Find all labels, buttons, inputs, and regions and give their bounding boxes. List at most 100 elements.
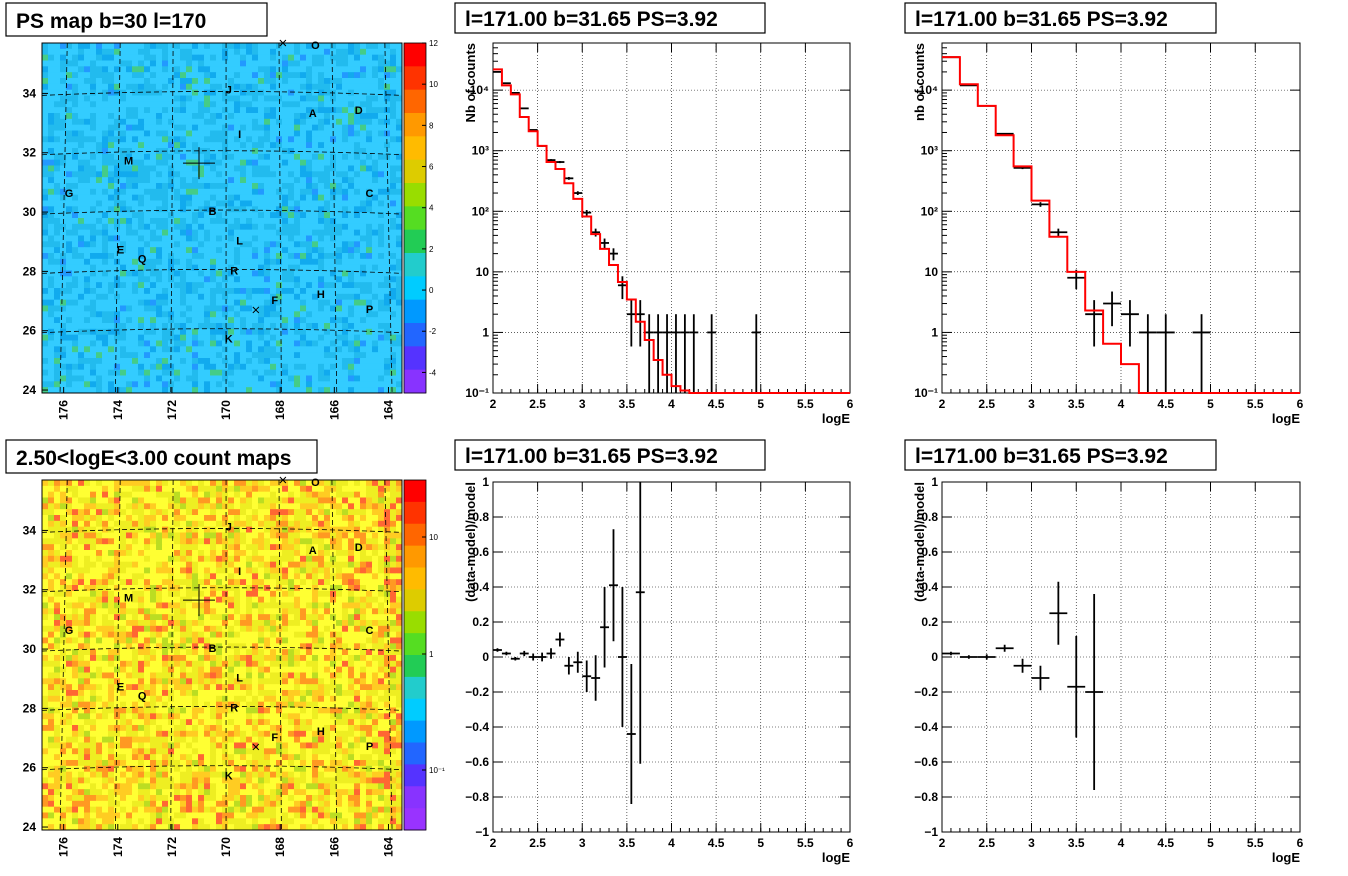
graticule-lat-line [41, 706, 403, 711]
data-point [1121, 300, 1139, 347]
data-point [995, 132, 1014, 135]
palette-swatch [404, 183, 426, 207]
y-axis-label: nb of counts [912, 43, 927, 121]
x-tick-label: 2.5 [529, 397, 546, 411]
graticule-lat-line [41, 587, 403, 593]
palette-tick-label: 0 [429, 286, 434, 295]
x-tick-label: 3 [579, 836, 586, 850]
x-tick-label: 5 [757, 836, 764, 850]
count-map-frame [41, 479, 403, 831]
x-tick-label: 6 [1297, 397, 1304, 411]
graticule-lat-line [41, 646, 403, 652]
x-tick-label: 6 [847, 836, 854, 850]
data-point [1138, 314, 1157, 393]
y-tick-label: −0.8 [465, 790, 489, 804]
x-tick-label: 5 [1207, 397, 1214, 411]
residual-point [528, 653, 538, 661]
x-tick-label: 2 [939, 397, 946, 411]
residual-point [537, 652, 547, 662]
residual-point [501, 651, 511, 656]
title-ps-map: PS map b=30 l=170 [16, 10, 206, 33]
x-tick-label: 3.5 [1068, 836, 1085, 850]
x-axis-label: logE [822, 411, 850, 426]
data-point [573, 191, 583, 195]
chart-grid [492, 43, 851, 394]
graticule-lon-line [331, 42, 338, 394]
palette-tick-label: 10 [429, 533, 438, 542]
title-box-ps-map: PS map b=30 l=170 [5, 2, 268, 37]
x-tick-label: 5.5 [797, 397, 814, 411]
title-box-count-map: 2.50<logE<3.00 count maps [5, 439, 318, 474]
model-step-line [942, 56, 1300, 394]
y-tick-label: 0.4 [472, 580, 489, 594]
y-tick-label: 0.4 [921, 580, 938, 594]
title-res-right: l=171.00 b=31.65 PS=3.92 [915, 445, 1168, 468]
x-marker [279, 39, 287, 47]
source-label-J: J [226, 521, 232, 533]
source-label-F: F [271, 732, 278, 744]
y-tick-label: 10³ [472, 144, 489, 158]
data-point [1067, 269, 1086, 290]
residual-point [564, 657, 574, 675]
source-label-I: I [238, 129, 241, 141]
palette-swatch [404, 633, 426, 656]
y-tick-label: 0 [931, 650, 938, 664]
palette-tick-label: 10 [429, 80, 438, 89]
residual-point [977, 654, 996, 660]
data-point [751, 314, 761, 393]
source-label-O: O [311, 40, 320, 52]
data-point [600, 238, 610, 249]
map-l-tick-label: 174 [111, 837, 125, 857]
source-label-A: A [309, 108, 317, 120]
palette-swatch [404, 480, 426, 503]
map-b-tick-label: 24 [23, 383, 37, 397]
source-label-Q: Q [138, 690, 147, 702]
chart-2: 2 2.5 3 3.5 4 4.5 5 5.5 6 1 0.8 0.6 0.4 0.2 0 −0.2 −0.4 −… [463, 475, 854, 865]
residual-point [617, 587, 627, 727]
count-map-palette: 10 1 10⁻¹ [403, 479, 445, 831]
palette-swatch [404, 545, 426, 569]
map-b-tick-label: 30 [23, 205, 37, 219]
graticule-lon-line [384, 42, 393, 394]
title-box-spec-left: l=171.00 b=31.65 PS=3.92 [454, 2, 766, 34]
y-tick-label: 1 [931, 475, 938, 489]
map-l-tick-label: 172 [165, 837, 179, 857]
y-tick-label: 0.8 [472, 510, 489, 524]
x-tick-label: 5.5 [1247, 397, 1264, 411]
x-tick-label: 2 [490, 397, 497, 411]
palette-tick-label: 6 [429, 163, 434, 172]
source-label-E: E [117, 245, 124, 257]
residual-point [546, 648, 556, 659]
palette-swatch [404, 136, 426, 161]
source-label-D: D [355, 542, 363, 554]
palette-swatch [404, 523, 426, 547]
data-point [662, 314, 672, 393]
map-b-tick-label: 34 [23, 86, 37, 100]
palette-swatch [404, 764, 426, 787]
ps-map-pixels [42, 43, 403, 394]
spectrum-charts: 2 2.5 3 3.5 4 4.5 5 5.5 610⁴10³10²10110⁻¹logENb … [463, 42, 1304, 865]
source-label-I: I [238, 566, 241, 578]
x-marker [252, 743, 260, 751]
chart-3: 2 2.5 3 3.5 4 4.5 5 5.5 6 1 0.8 0.6 0.4 0.2 0 −0.2 −0.4 −… [912, 475, 1304, 865]
map-l-tick-label: 168 [273, 400, 287, 420]
x-tick-label: 4 [1118, 397, 1125, 411]
x-tick-label: 3.5 [1068, 397, 1085, 411]
x-tick-label: 2.5 [529, 836, 546, 850]
source-label-H: H [317, 289, 325, 301]
title-box-res-right: l=171.00 b=31.65 PS=3.92 [904, 439, 1217, 471]
data-point [1049, 228, 1068, 237]
y-tick-label: 10⁻¹ [914, 386, 938, 400]
x-tick-label: 4.5 [708, 397, 725, 411]
graticule-lat-line [41, 765, 403, 771]
count-map-graticule [41, 479, 403, 831]
x-tick-label: 2 [490, 836, 497, 850]
x-tick-label: 4 [668, 836, 675, 850]
x-tick-label: 2 [939, 836, 946, 850]
x-tick-label: 4.5 [708, 836, 725, 850]
residual-point [942, 651, 960, 656]
x-tick-label: 4.5 [1157, 397, 1174, 411]
x-tick-label: 4 [1118, 836, 1125, 850]
y-tick-label: 0.6 [921, 545, 938, 559]
